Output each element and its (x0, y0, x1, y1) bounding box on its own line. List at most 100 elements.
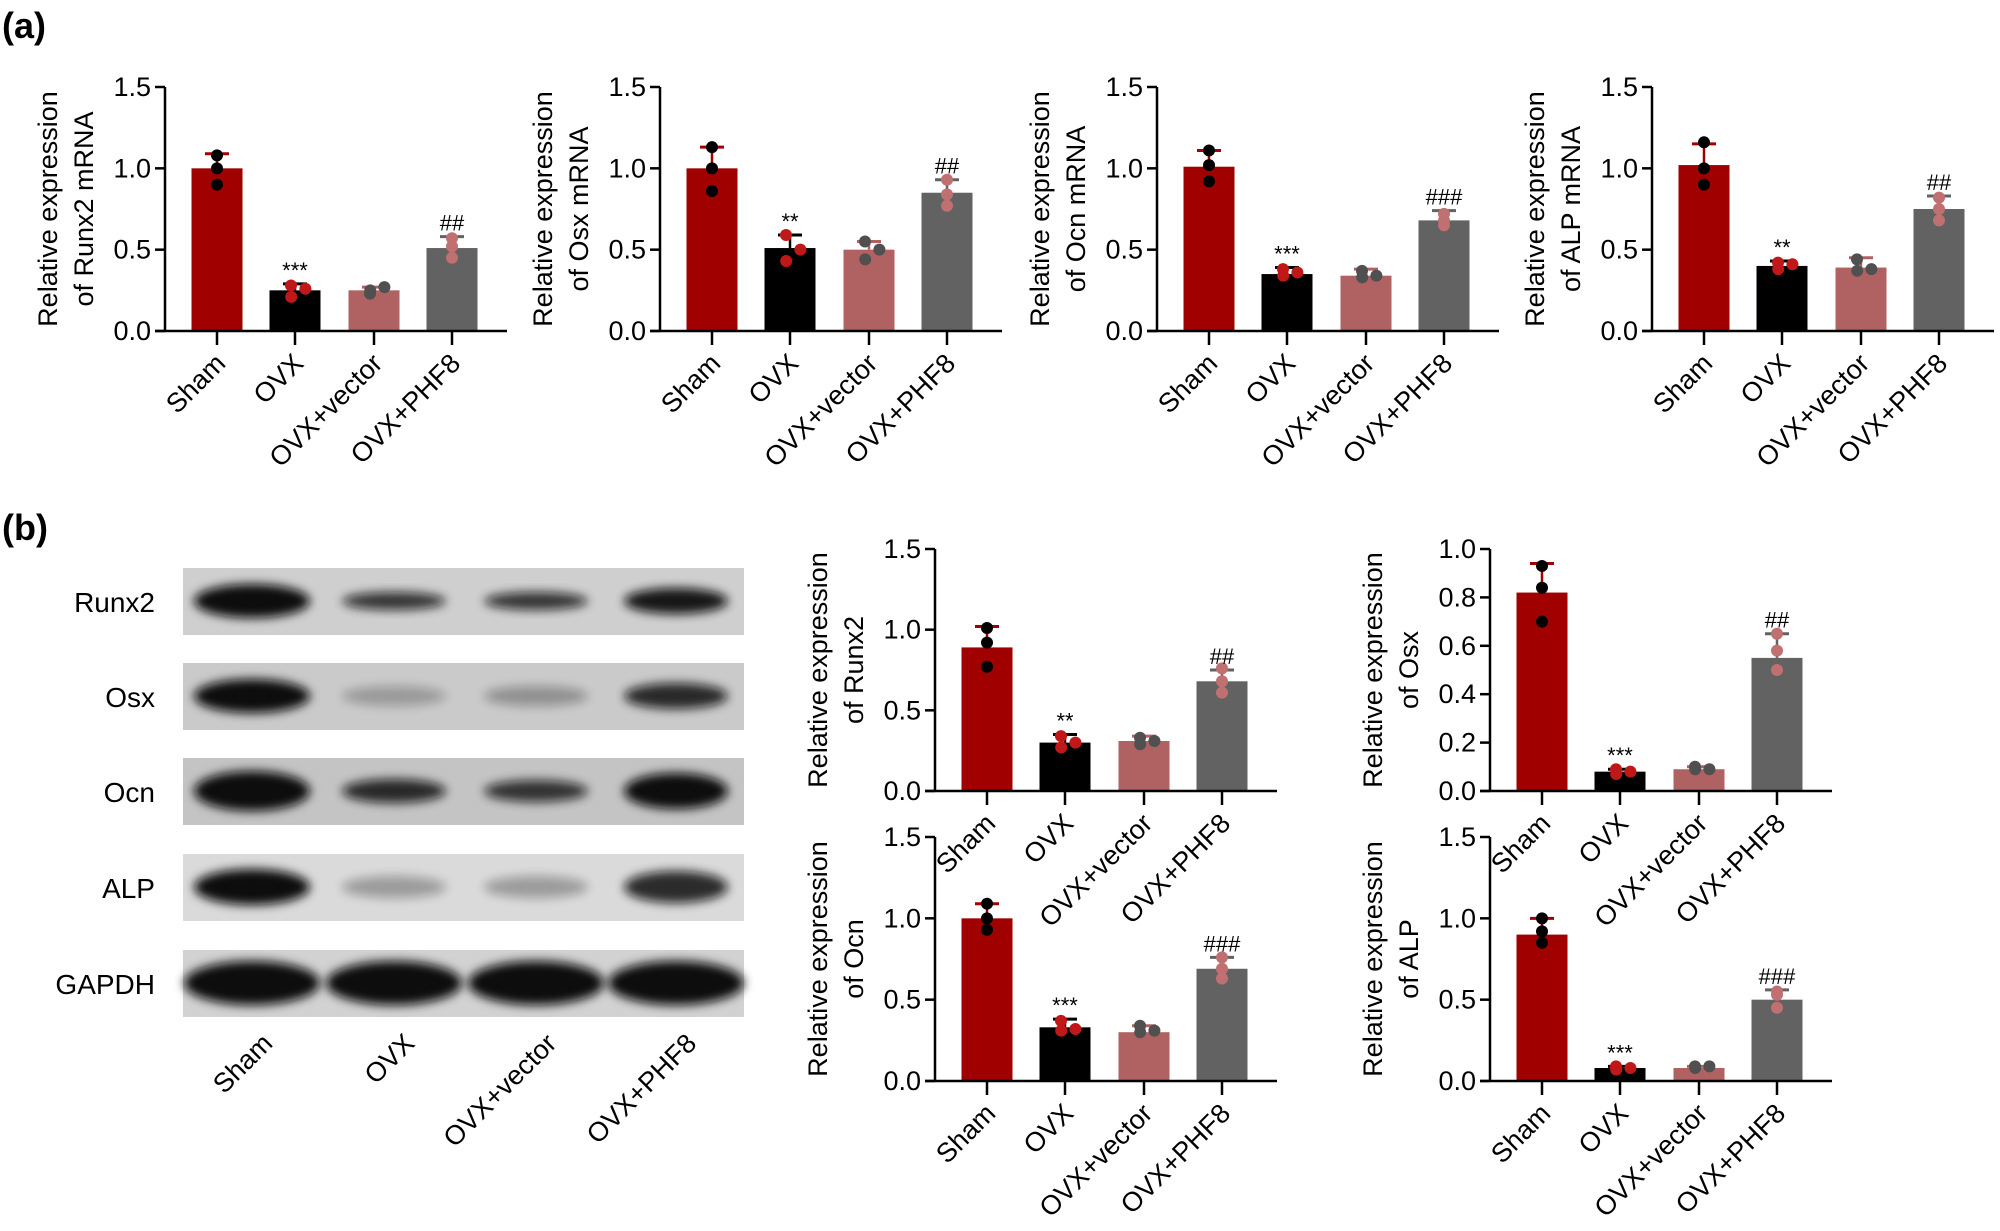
significance-label: *** (1607, 743, 1633, 768)
bar-ovx (1756, 265, 1808, 331)
chart-a1: Sham***OVXOVX+vector##OVX+PHF80.00.51.01… (33, 72, 507, 473)
y-axis-label: Relative expression (803, 841, 833, 1077)
data-point (1055, 1024, 1068, 1037)
significance-label: ## (1210, 644, 1235, 669)
y-tick-label: 0.0 (883, 776, 921, 806)
x-tick-label: Sham (1485, 808, 1556, 879)
blot-row-label: ALP (102, 873, 155, 904)
bar-sham (191, 168, 243, 331)
data-point (1356, 271, 1369, 284)
y-tick-label: 1.5 (1438, 822, 1476, 852)
blot-row-label: GAPDH (55, 969, 155, 1000)
y-tick-label: 0.0 (608, 316, 646, 346)
data-point (1203, 159, 1215, 172)
x-tick-label: Sham (930, 1098, 1001, 1169)
data-point (1536, 615, 1548, 628)
y-axis-label: Relative expression (528, 91, 558, 327)
data-point (1933, 191, 1945, 204)
data-point (1771, 1001, 1783, 1014)
significance-label: ### (1759, 964, 1796, 989)
y-tick-label: 0.0 (1438, 1066, 1476, 1096)
data-point (1148, 1024, 1161, 1037)
y-tick-label: 1.5 (1600, 72, 1638, 102)
data-point (1771, 627, 1783, 640)
data-point (1698, 162, 1710, 175)
x-tick-label: Sham (160, 348, 231, 419)
data-point (1216, 962, 1228, 975)
data-point (1536, 912, 1548, 925)
western-blot: Runx2 Osx Ocn ALP GAPDH Sham OVX OVX+vector OVX+… (55, 568, 744, 1153)
significance-label: *** (1607, 1040, 1633, 1065)
data-point (1771, 988, 1783, 1001)
data-point (1624, 765, 1637, 778)
y-axis-label: of Runx2 mRNA (69, 111, 99, 306)
blot-band (194, 771, 310, 811)
significance-label: *** (1052, 993, 1078, 1018)
data-point (706, 141, 718, 154)
blot-band (342, 876, 446, 898)
blot-band (184, 961, 320, 1005)
significance-label: ** (781, 209, 799, 234)
data-point (1536, 559, 1548, 572)
significance-label: ## (935, 154, 960, 179)
y-tick-label: 1.0 (1600, 153, 1638, 183)
data-point (780, 255, 793, 268)
y-tick-label: 0.5 (883, 695, 921, 725)
data-point (1216, 662, 1228, 675)
blot-row-label: Runx2 (74, 587, 155, 618)
data-point (1698, 136, 1710, 149)
y-tick-label: 0.0 (113, 316, 151, 346)
chart-b4: Sham***OVXOVX+vector###OVX+PHF80.00.51.0… (1358, 822, 1832, 1223)
blot-band (342, 592, 446, 610)
y-tick-label: 1.5 (1105, 72, 1143, 102)
data-point (1933, 203, 1945, 215)
x-tick-label: OVX (1240, 348, 1302, 410)
y-axis-label: of Runx2 (839, 616, 869, 724)
data-point (1851, 253, 1863, 266)
blot-band (194, 584, 310, 618)
chart-b1: Sham**OVXOVX+vector##OVX+PHF80.00.51.01.… (803, 534, 1277, 933)
significance-label: ## (1765, 608, 1790, 633)
bar-sham (961, 918, 1013, 1081)
data-point (1536, 581, 1548, 594)
data-point (1148, 734, 1161, 747)
bar-sham (1678, 165, 1730, 331)
blot-band (484, 686, 588, 706)
data-point (1851, 264, 1864, 277)
data-point (446, 240, 458, 253)
data-point (941, 173, 953, 186)
y-tick-label: 1.5 (113, 72, 151, 102)
y-tick-label: 0.5 (113, 235, 151, 265)
blot-band (624, 773, 728, 809)
blot-row-label: Osx (105, 682, 155, 713)
y-axis-label: Relative expression (1025, 91, 1055, 327)
data-point (446, 251, 458, 264)
data-point (1865, 263, 1878, 276)
x-tick-label: Sham (1152, 348, 1223, 419)
data-point (285, 290, 298, 303)
data-point (941, 199, 953, 212)
blot-band (608, 961, 744, 1005)
bar-ovx-phf8 (921, 192, 973, 331)
x-tick-label: OVX (1018, 1098, 1080, 1160)
data-point (859, 235, 871, 248)
bar-charts: Sham *** OVX OVX+vector ## OVX+PHF8 0.0 0.5 1.0 1… (33, 72, 1994, 1223)
significance-label: ## (440, 211, 465, 236)
data-point (299, 282, 312, 295)
y-tick-label: 1.0 (883, 903, 921, 933)
bar-ovx-phf8 (1751, 657, 1803, 791)
blot-band (484, 780, 588, 802)
y-axis-label: of ALP (1394, 919, 1424, 999)
data-point (285, 279, 297, 292)
data-point (364, 284, 377, 297)
blot-band (342, 686, 446, 706)
data-point (1703, 1060, 1716, 1073)
y-tick-label: 0.0 (1105, 316, 1143, 346)
x-tick-label: OVX (1018, 808, 1080, 870)
data-point (1216, 675, 1228, 688)
data-point (780, 229, 792, 242)
bar-ovx-vector (1118, 740, 1170, 791)
data-point (1689, 1061, 1702, 1074)
data-point (378, 281, 391, 294)
